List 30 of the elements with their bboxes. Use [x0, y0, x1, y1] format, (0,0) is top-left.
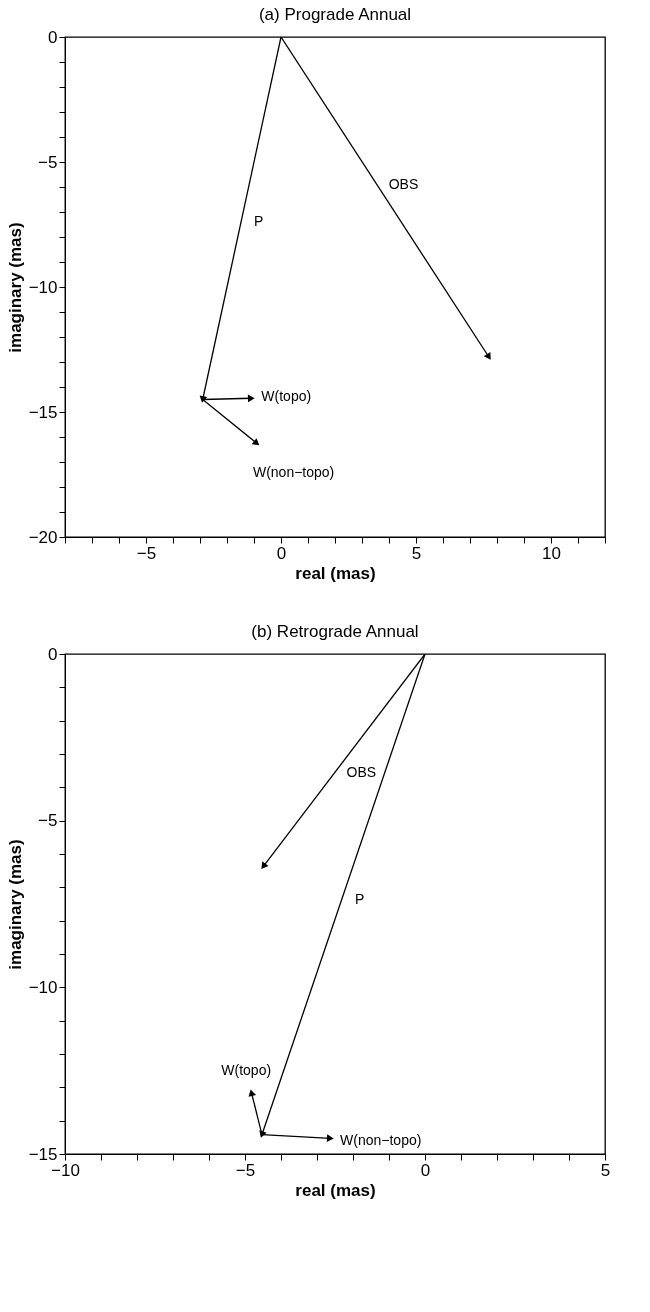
series-label: W(non−topo): [252, 464, 335, 481]
x-tick-label: 5: [600, 1160, 611, 1180]
series-label: W(topo): [261, 388, 312, 405]
x-tick-label: 5: [411, 543, 422, 563]
chart-title: (b) Retrograde Annual: [251, 622, 419, 641]
y-tick-label: −20: [28, 527, 58, 547]
x-tick-label: −5: [235, 1160, 256, 1180]
y-tick-label: 0: [48, 644, 58, 664]
y-tick-label: −15: [28, 402, 58, 422]
y-axis-title: imaginary (mas): [5, 839, 25, 970]
y-tick-label: −5: [38, 152, 58, 172]
y-tick-label: 0: [48, 27, 58, 47]
y-tick-label: −15: [28, 1144, 58, 1164]
x-axis-title: real (mas): [295, 563, 376, 583]
y-axis-title: imaginary (mas): [5, 222, 25, 353]
series-label: OBS: [388, 175, 419, 192]
series-label: W(non−topo): [340, 1132, 422, 1149]
series-label: P: [354, 890, 365, 907]
x-tick-label: 10: [542, 543, 561, 563]
x-axis-title: real (mas): [295, 1180, 376, 1200]
series-label: W(topo): [221, 1062, 272, 1079]
y-tick-label: −10: [28, 977, 58, 997]
y-tick-label: −5: [38, 811, 58, 831]
y-tick-label: −10: [28, 277, 58, 297]
series-label: OBS: [346, 764, 377, 781]
x-tick-label: 0: [420, 1160, 431, 1180]
x-tick-label: 0: [276, 543, 287, 563]
series-label: P: [253, 212, 264, 229]
x-tick-label: −5: [136, 543, 157, 563]
chart-title: (a) Prograde Annual: [258, 5, 412, 24]
